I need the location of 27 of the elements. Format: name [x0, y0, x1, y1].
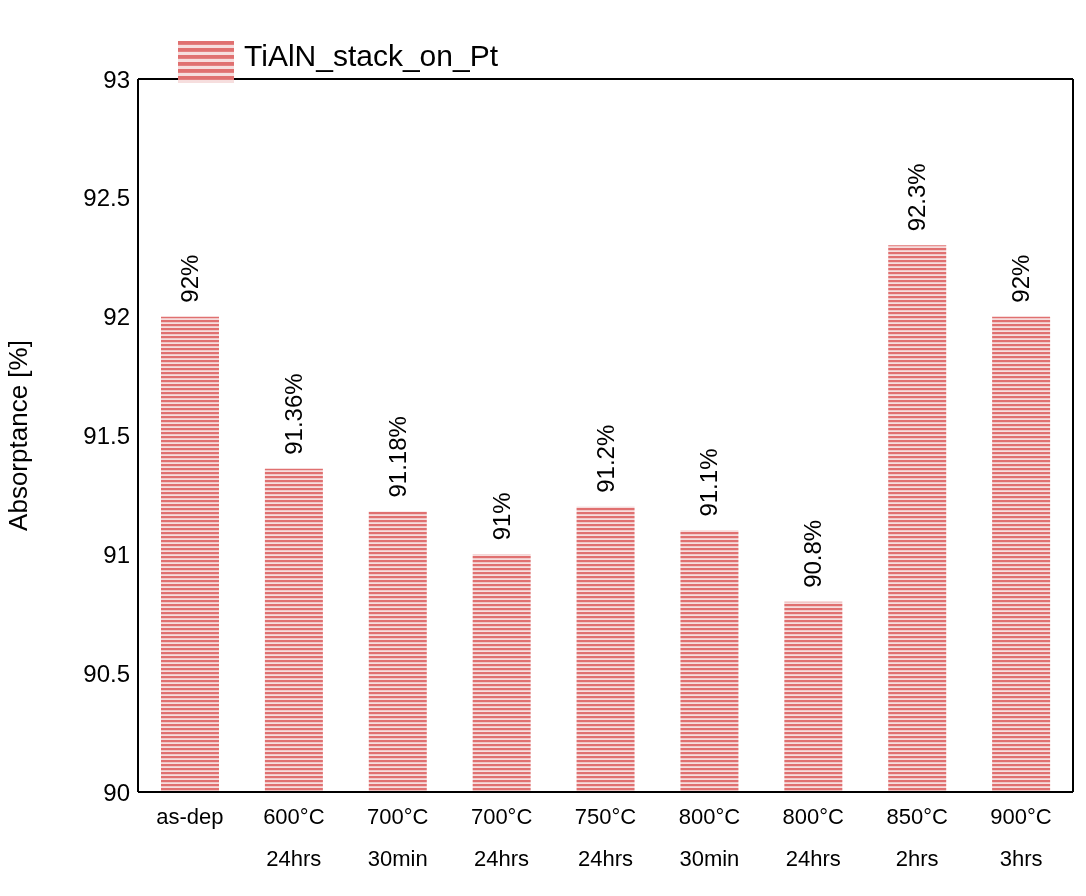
- data-label: 91.36%: [279, 373, 307, 455]
- x-tick-label: 700°C 30min: [367, 804, 429, 871]
- x-tick-label: 600°C 24hrs: [263, 804, 325, 871]
- x-tick-label: as-dep: [156, 804, 224, 829]
- data-label: 90.8%: [799, 519, 827, 588]
- x-tick-label: 900°C 3hrs: [990, 804, 1052, 871]
- y-tick-label: 92: [103, 303, 130, 331]
- data-label: 91.2%: [591, 424, 619, 493]
- data-label: 92.3%: [903, 163, 931, 232]
- data-label: 91.18%: [383, 416, 411, 498]
- x-tick-label: 750°C 24hrs: [574, 804, 637, 871]
- x-tick-label: 800°C 24hrs: [782, 804, 845, 871]
- y-tick-label: 90.5: [83, 659, 130, 687]
- y-tick-label: 91: [103, 540, 130, 568]
- x-tick-label: 700°C 24hrs: [470, 804, 533, 871]
- y-axis-title: Absorptance [%]: [3, 340, 34, 531]
- y-tick-label: 93: [103, 65, 130, 93]
- legend-label: TiAlN_stack_on_Pt: [244, 39, 499, 73]
- y-tick-label: 91.5: [83, 422, 130, 450]
- y-tick-label: 92.5: [83, 184, 130, 212]
- data-label: 92%: [176, 254, 203, 303]
- data-label: 91.1%: [695, 448, 723, 517]
- data-label: 92%: [1007, 254, 1035, 303]
- x-tick-label: 800°C 30min: [678, 804, 741, 871]
- y-tick-label: 90: [103, 778, 130, 806]
- data-label: 91%: [487, 492, 515, 541]
- x-tick-label: 850°C 2hrs: [886, 804, 948, 871]
